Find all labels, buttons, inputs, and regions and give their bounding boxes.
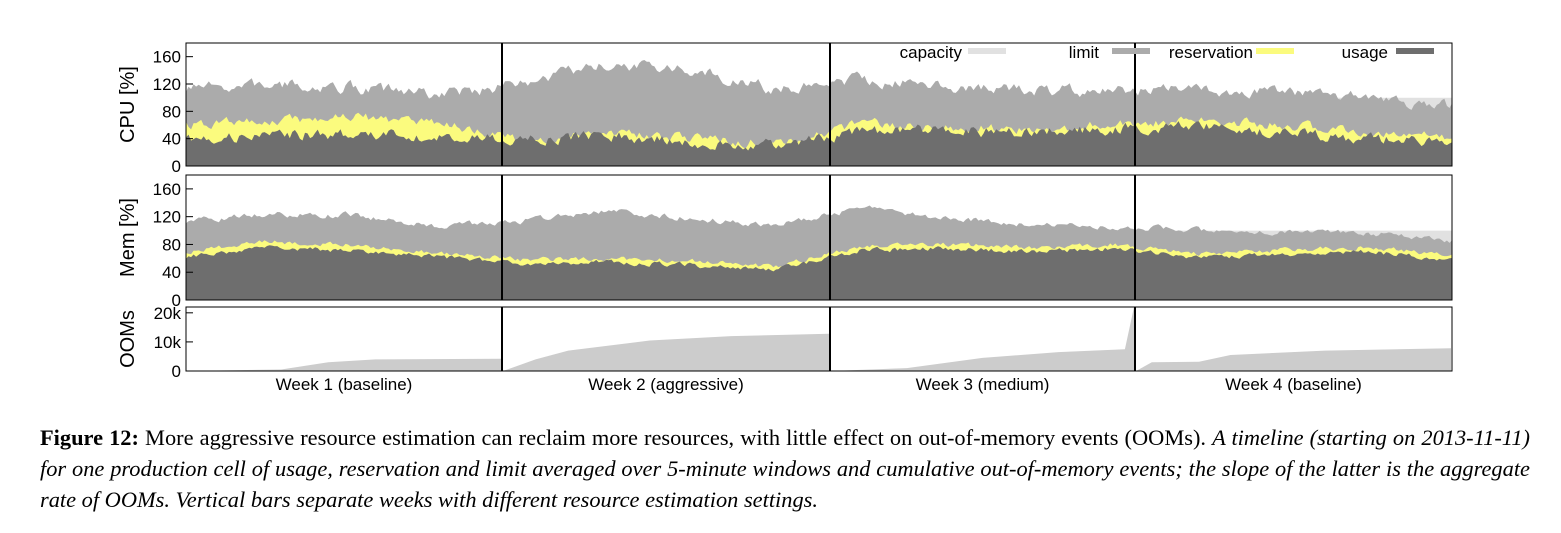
ooms-area-week-2: [503, 333, 829, 371]
legend-label-usage: usage: [1342, 43, 1388, 62]
figure-chart: 0 40 80 120 160 CPU [%] 0 40 80 120 160 Mem [%] 0 1…: [117, 42, 1453, 394]
y-tick-label: 0: [172, 157, 181, 176]
legend-swatch-usage: [1396, 48, 1434, 54]
cpu-panel: 0 40 80 120 160 CPU [%]: [117, 42, 1453, 176]
mem-panel: 0 40 80 120 160 Mem [%]: [117, 174, 1453, 310]
legend: capacity limit reservation usage: [900, 43, 1434, 62]
panel-frame: [185, 306, 1453, 372]
ooms-area-week-4: [1136, 348, 1451, 371]
y-tick-label: 80: [162, 235, 181, 254]
week-label: Week 1 (baseline): [276, 375, 413, 394]
y-tick-label: 20k: [154, 304, 182, 323]
y-tick-label: 0: [172, 362, 181, 381]
week-label: Week 4 (baseline): [1225, 375, 1362, 394]
caption-main: More aggressive resource estimation can …: [145, 425, 1206, 450]
week-label: Week 3 (medium): [916, 375, 1050, 394]
y-tick-label: 120: [153, 75, 181, 94]
y-axis-label: CPU [%]: [117, 66, 139, 143]
legend-label-limit: limit: [1069, 43, 1099, 62]
y-tick-label: 160: [153, 48, 181, 67]
ooms-panel: 0 10k 20k OOMs: [117, 304, 1453, 381]
legend-swatch-limit: [1112, 48, 1150, 54]
y-tick-label: 40: [162, 130, 181, 149]
y-axis-label: OOMs: [117, 310, 139, 368]
y-tick-label: 160: [153, 180, 181, 199]
figure-caption: Figure 12: More aggressive resource esti…: [40, 422, 1530, 515]
y-tick-label: 80: [162, 102, 181, 121]
y-tick-label: 10k: [154, 333, 182, 352]
caption-italic: A timeline (starting on 2013-11-11) for …: [40, 425, 1530, 512]
legend-label-capacity: capacity: [900, 43, 963, 62]
panel-frame: [185, 174, 1453, 301]
legend-label-reservation: reservation: [1169, 43, 1253, 62]
legend-swatch-capacity: [968, 48, 1006, 54]
y-tick-label: 120: [153, 208, 181, 227]
y-axis-label: Mem [%]: [117, 198, 139, 277]
week-labels: Week 1 (baseline) Week 2 (aggressive) Week…: [276, 375, 1362, 394]
week-label: Week 2 (aggressive): [588, 375, 744, 394]
y-tick-label: 40: [162, 263, 181, 282]
legend-swatch-reservation: [1256, 48, 1294, 54]
panel-frame: [185, 42, 1453, 167]
y-tick-label: 0: [172, 291, 181, 310]
figure-label: Figure 12:: [40, 425, 139, 450]
ooms-area-week-3: [831, 307, 1134, 371]
ooms-area-week-1: [187, 358, 501, 371]
